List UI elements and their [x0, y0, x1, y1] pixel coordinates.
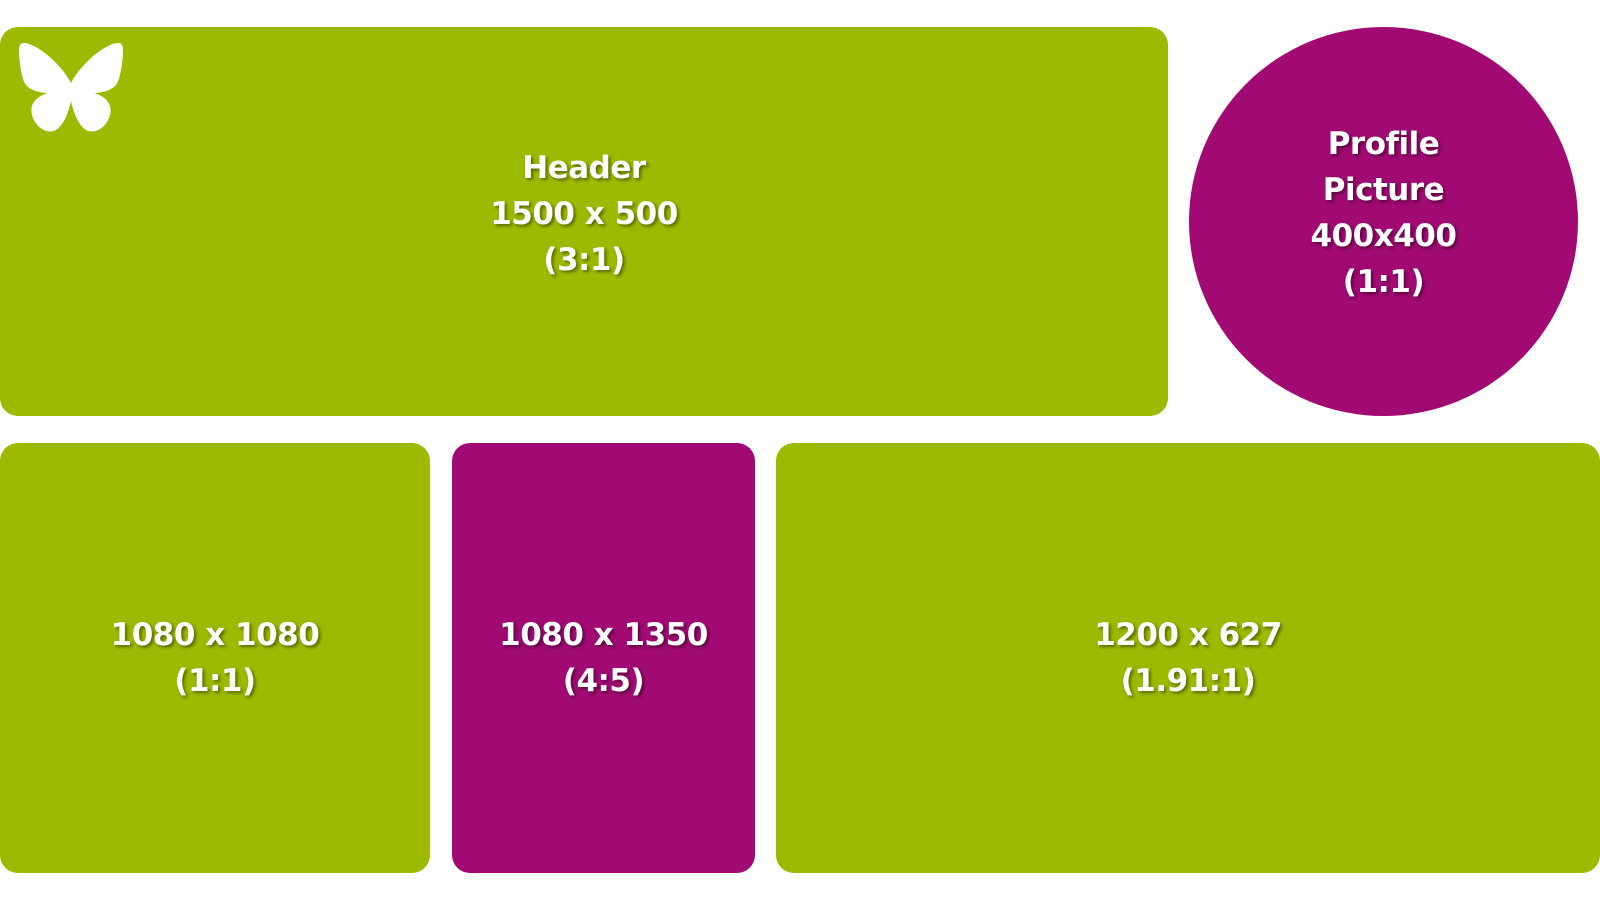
header-label: Header 1500 x 500 (3:1) [490, 145, 678, 283]
profile-title-line-1: Profile [1327, 125, 1440, 162]
portrait-ratio: (4:5) [562, 663, 645, 699]
landscape-label: 1200 x 627 (1.91:1) [1094, 612, 1282, 704]
header-title: Header [522, 149, 646, 186]
square-dimensions: 1080 x 1080 [110, 617, 320, 653]
header-ratio: (3:1) [543, 241, 625, 278]
profile-title-line-2: Picture [1322, 171, 1445, 208]
butterfly-icon [19, 42, 123, 132]
portrait-post-tile: 1080 x 1350 (4:5) [452, 443, 755, 873]
profile-ratio: (1:1) [1342, 263, 1425, 300]
landscape-dimensions: 1200 x 627 [1094, 617, 1282, 653]
portrait-label: 1080 x 1350 (4:5) [499, 612, 708, 704]
profile-label: Profile Picture 400x400 (1:1) [1311, 121, 1457, 305]
square-post-tile: 1080 x 1080 (1:1) [0, 443, 430, 873]
profile-dimensions: 400x400 [1310, 217, 1457, 254]
landscape-post-tile: 1200 x 627 (1.91:1) [776, 443, 1600, 873]
portrait-dimensions: 1080 x 1350 [499, 617, 708, 653]
profile-picture-tile: Profile Picture 400x400 (1:1) [1189, 27, 1578, 416]
header-dimensions: 1500 x 500 [490, 195, 678, 232]
landscape-ratio: (1.91:1) [1120, 663, 1256, 699]
square-label: 1080 x 1080 (1:1) [111, 612, 320, 704]
header-tile: Header 1500 x 500 (3:1) [0, 27, 1168, 416]
square-ratio: (1:1) [174, 663, 256, 699]
